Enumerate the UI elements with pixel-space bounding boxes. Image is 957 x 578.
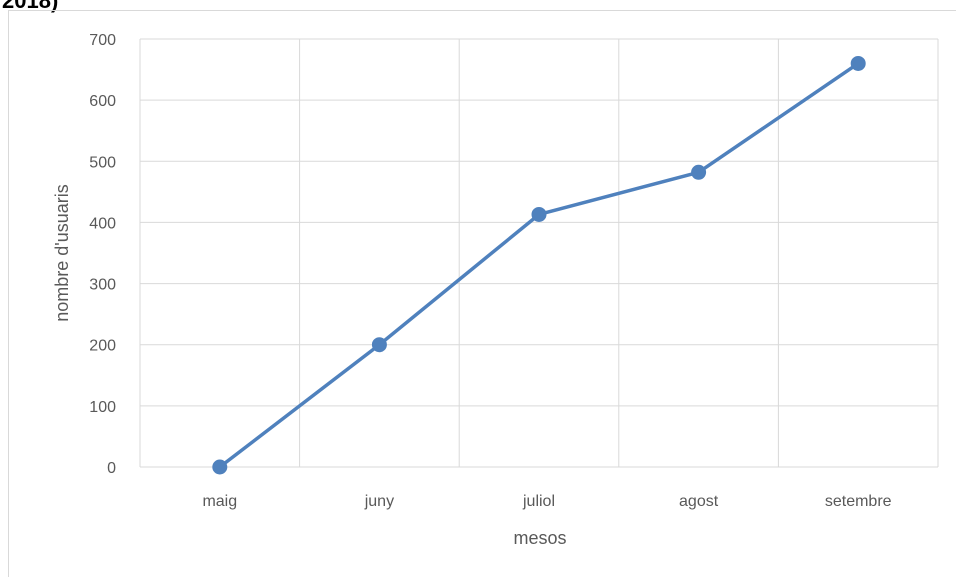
data-point [371,337,387,353]
data-point [212,459,228,475]
y-tick-label: 600 [89,93,116,110]
x-tick-label: juliol [522,493,555,510]
y-axis-title: nombre d'usuaris [52,184,72,322]
grid [139,38,939,468]
y-tick-label: 200 [89,338,116,355]
chart-title: 2018) [2,0,59,13]
y-tick-label: 500 [89,154,116,171]
data-point [850,55,866,71]
y-axis-ticks: 0 100 200 300 400 500 600 700 [89,32,116,477]
x-tick-label: agost [679,493,719,510]
x-axis-ticks: maig juny juliol agost setembre [202,493,891,510]
y-tick-label: 0 [107,460,116,477]
series-line [218,62,860,469]
y-tick-label: 700 [89,32,116,49]
x-tick-label: juny [364,493,394,510]
chart-border [8,10,956,577]
x-tick-label: setembre [825,493,892,510]
y-tick-label: 100 [89,399,116,416]
data-point [691,164,707,180]
y-tick-label: 300 [89,277,116,294]
data-point [531,206,547,222]
series [212,55,866,475]
y-tick-label: 400 [89,215,116,232]
x-axis-title: mesos [513,528,566,548]
x-tick-label: maig [202,493,237,510]
